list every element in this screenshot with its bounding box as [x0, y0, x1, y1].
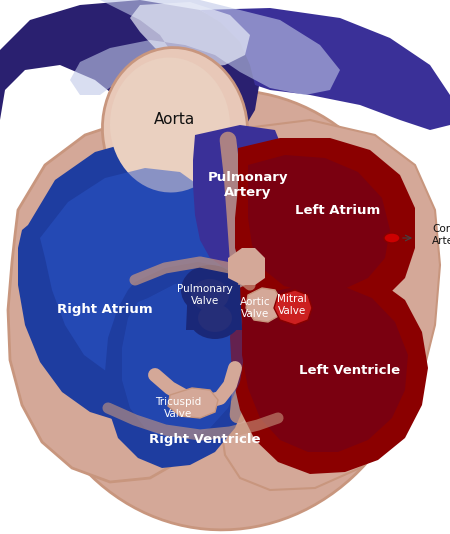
Polygon shape	[168, 388, 218, 418]
Text: Pulmonary
Valve: Pulmonary Valve	[177, 284, 233, 306]
Text: Aorta: Aorta	[154, 113, 196, 128]
Polygon shape	[274, 290, 312, 325]
Ellipse shape	[189, 297, 241, 339]
Ellipse shape	[25, 90, 425, 530]
Ellipse shape	[191, 279, 229, 311]
Text: Right Atrium: Right Atrium	[57, 303, 153, 317]
Text: Right Ventricle: Right Ventricle	[149, 434, 261, 446]
Ellipse shape	[181, 265, 239, 315]
Polygon shape	[235, 138, 415, 315]
Polygon shape	[122, 280, 245, 440]
Polygon shape	[0, 0, 260, 165]
Ellipse shape	[110, 58, 230, 192]
Polygon shape	[105, 262, 255, 468]
Polygon shape	[18, 140, 232, 422]
Polygon shape	[193, 125, 285, 270]
Polygon shape	[228, 248, 265, 285]
Polygon shape	[200, 8, 450, 130]
Polygon shape	[8, 120, 242, 482]
Text: Pulmonary
Artery: Pulmonary Artery	[208, 171, 288, 199]
Polygon shape	[230, 268, 428, 474]
Text: Tricuspid
Valve: Tricuspid Valve	[155, 397, 201, 419]
Ellipse shape	[198, 304, 232, 332]
Ellipse shape	[384, 233, 400, 243]
Text: Coronary
Artery: Coronary Artery	[432, 224, 450, 246]
Polygon shape	[220, 120, 440, 490]
Polygon shape	[70, 0, 340, 95]
Polygon shape	[186, 285, 242, 330]
Text: Aortic
Valve: Aortic Valve	[240, 297, 270, 319]
Text: Left Atrium: Left Atrium	[295, 203, 381, 216]
Polygon shape	[248, 155, 390, 293]
Polygon shape	[242, 285, 408, 452]
Polygon shape	[40, 168, 222, 380]
Text: Left Ventricle: Left Ventricle	[299, 364, 400, 376]
Polygon shape	[246, 288, 282, 322]
Ellipse shape	[103, 48, 248, 213]
Text: Mitral
Valve: Mitral Valve	[277, 294, 307, 316]
Polygon shape	[130, 2, 250, 68]
